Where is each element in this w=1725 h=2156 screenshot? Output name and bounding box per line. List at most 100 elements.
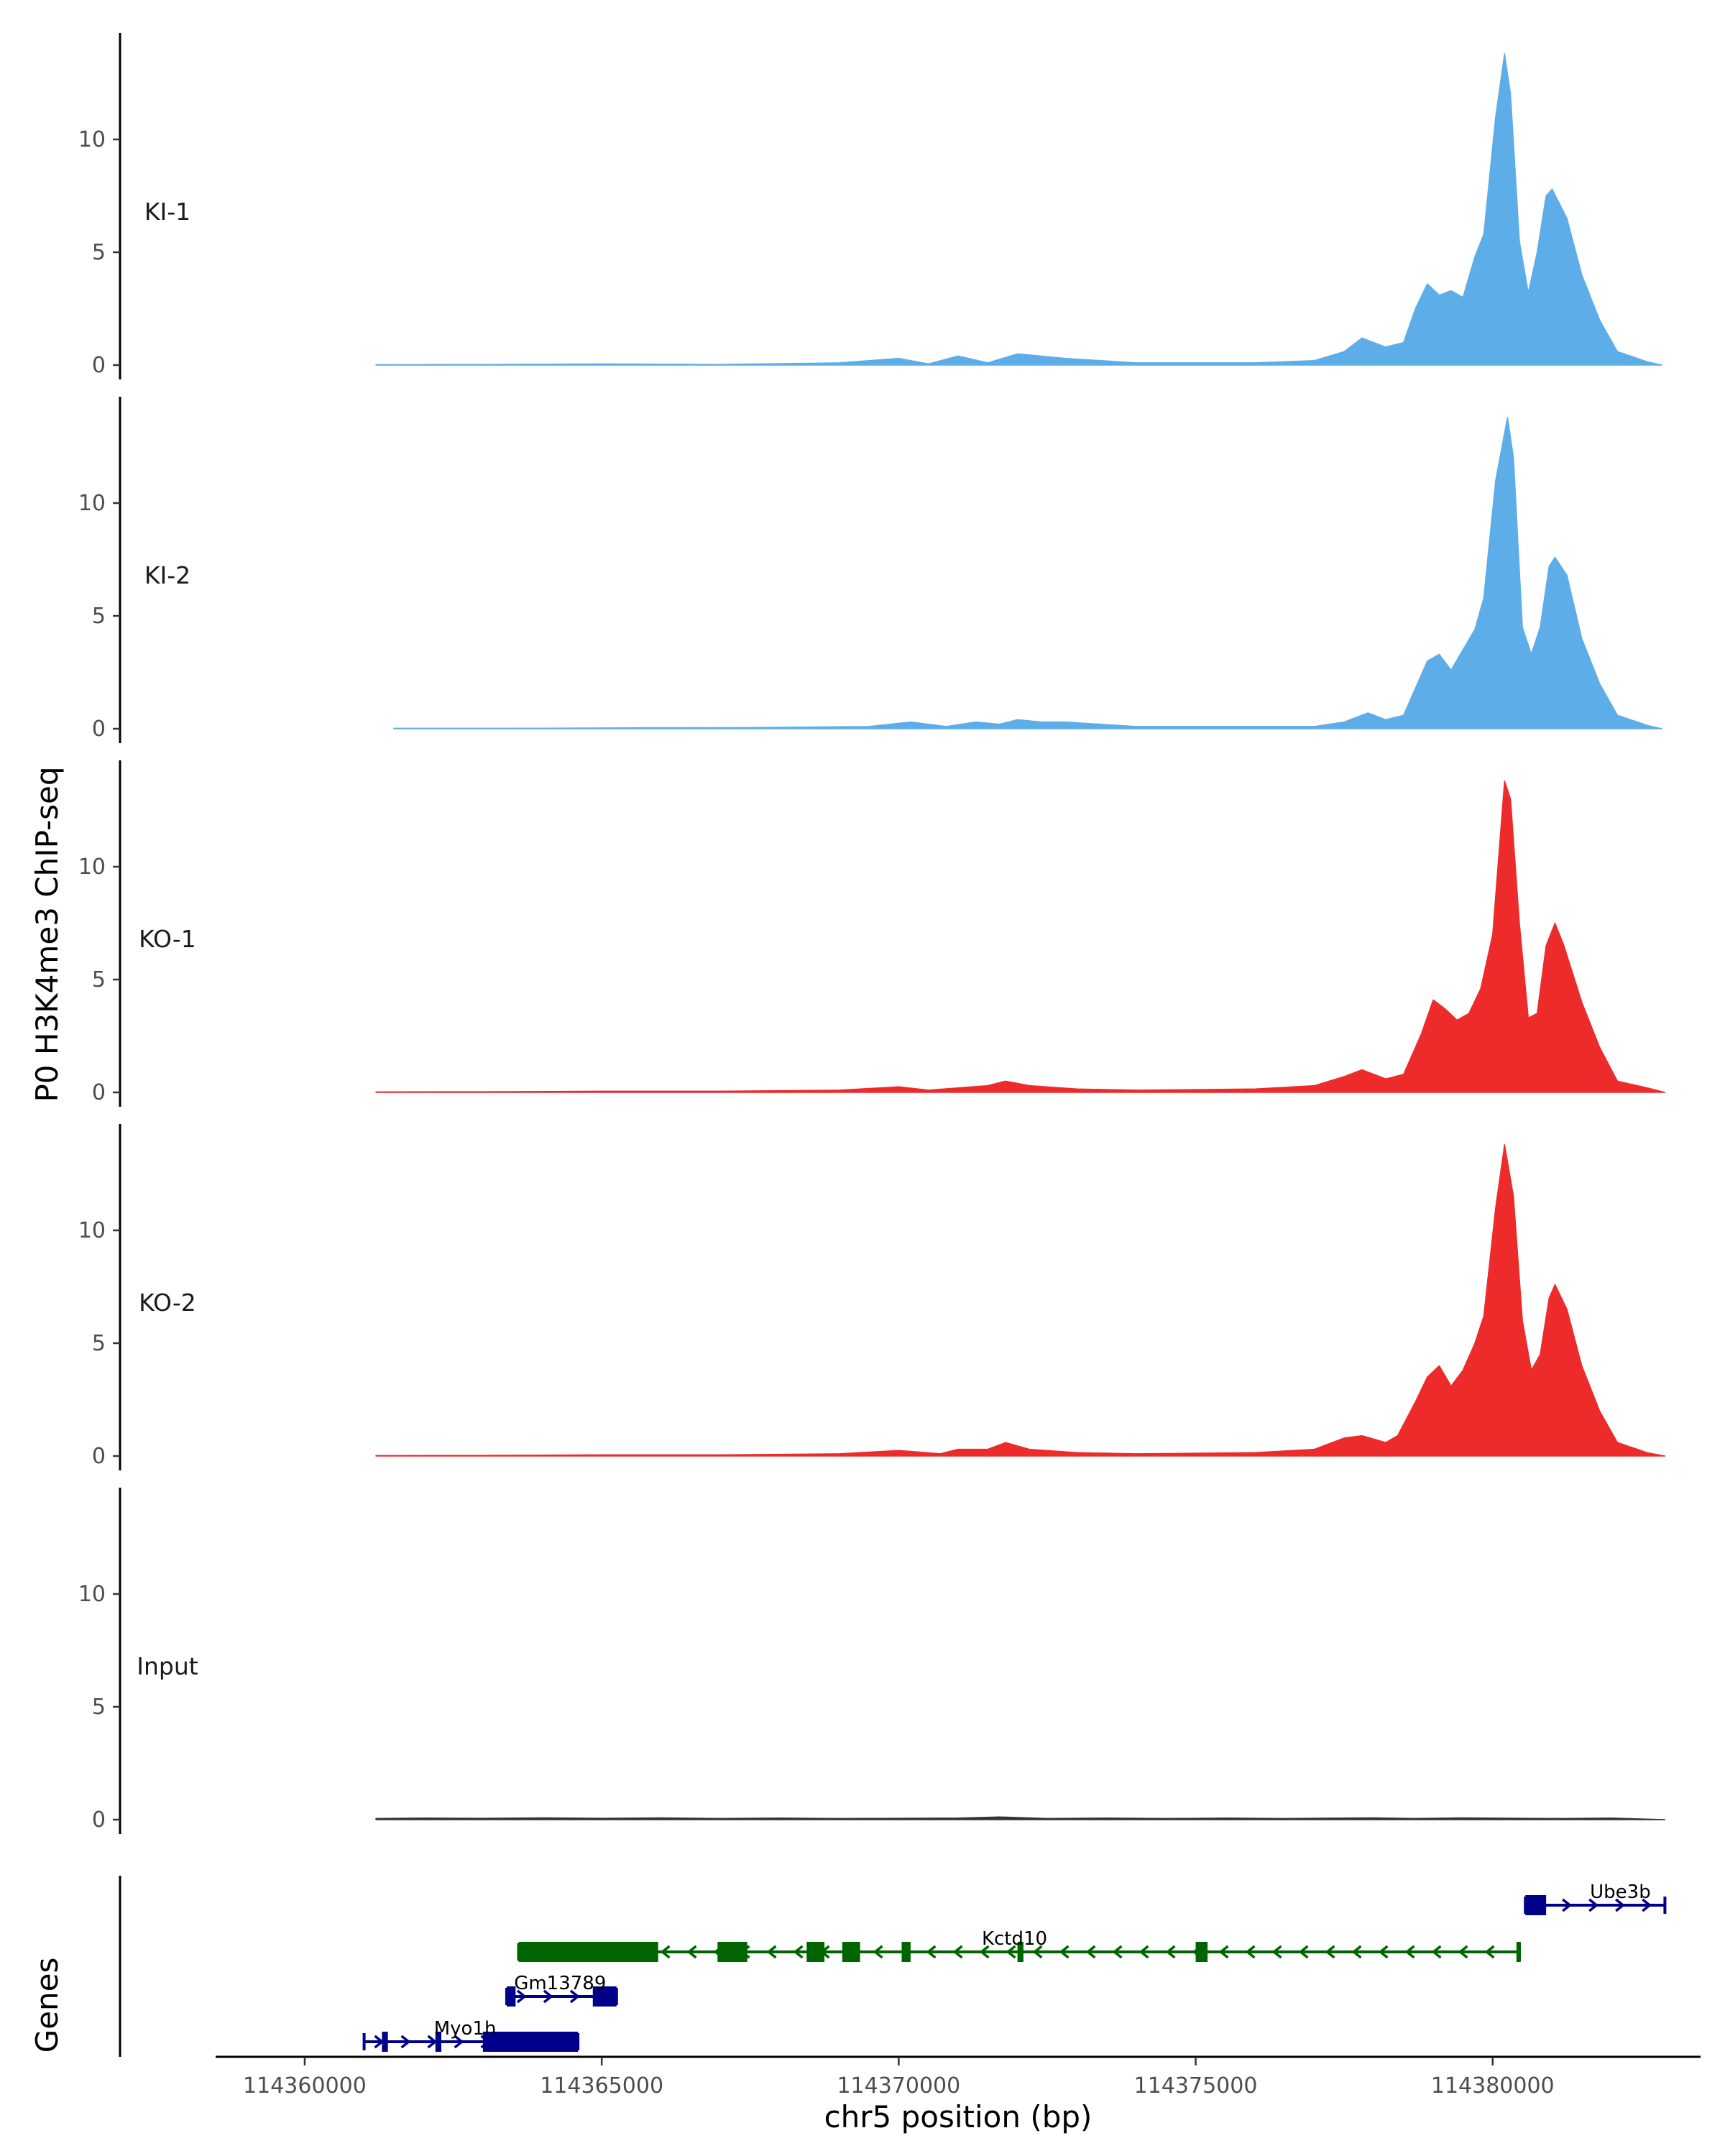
gene-label: Gm13789 [514, 1973, 606, 1994]
strand-arrow [454, 2035, 464, 2049]
x-tick-label: 114370000 [837, 2073, 960, 2099]
exon [901, 1942, 911, 1962]
strand-arrow [1378, 1945, 1389, 1959]
y-tick-label: 0 [92, 353, 106, 378]
strand-arrow [1458, 1945, 1468, 1959]
track-ko-1: 0 5 10 KO-1 [78, 760, 1666, 1107]
y-tick-label: 0 [92, 1444, 106, 1469]
exon [842, 1942, 860, 1962]
y-tick-label: 0 [92, 1807, 106, 1833]
gene-label: Ube3b [1590, 1881, 1651, 1903]
strand-arrow [1165, 1945, 1176, 1959]
exon [717, 1942, 748, 1962]
strand-arrow [400, 2035, 411, 2049]
strand-arrow [1404, 1945, 1415, 1959]
y-tick-label: 10 [78, 1218, 106, 1243]
coverage-area [375, 1143, 1666, 1457]
y-tick-label: 0 [92, 1080, 106, 1105]
exon [806, 1942, 825, 1962]
exon [506, 1986, 516, 2007]
strand-arrow [1615, 1898, 1626, 1912]
y-axis-title: P0 H3K4me3 ChIP-seq [29, 766, 65, 1102]
y-tick-label: 10 [78, 1582, 106, 1607]
track-input: 0 5 10 Input [78, 1488, 1666, 1834]
strand-arrow [873, 1945, 883, 1959]
coverage-area [375, 52, 1663, 366]
x-axis: 114360000 114365000 114370000 114375000 1143… [216, 2055, 1701, 2099]
y-tick-label: 10 [78, 127, 106, 152]
track-label: KI-1 [144, 198, 190, 226]
exon [1516, 1942, 1521, 1962]
x-tick-label: 114375000 [1134, 2073, 1258, 2099]
track-ki-1: 0 5 10 KI-1 [78, 33, 1663, 379]
y-tick-label: 0 [92, 717, 106, 742]
strand-arrow [660, 1945, 671, 1959]
track-ki-2: 0 5 10 KI-2 [78, 397, 1663, 743]
y-tick-label: 5 [92, 240, 106, 265]
y-tick-label: 10 [78, 854, 106, 880]
exon [435, 2032, 442, 2052]
strand-arrow [1588, 1898, 1599, 1912]
y-tick-label: 5 [92, 604, 106, 629]
gene-annotation-panel: Ube3b Kctd10 Gm13789 Myo1h [119, 1876, 1667, 2057]
strand-arrow [979, 1945, 990, 1959]
strand-arrow [1484, 1945, 1495, 1959]
exon [482, 2032, 579, 2052]
y-tick-label: 5 [92, 1331, 106, 1356]
strand-arrow [1112, 1945, 1123, 1959]
strand-arrow [1271, 1945, 1282, 1959]
strand-arrow [1562, 1898, 1573, 1912]
strand-arrow [766, 1945, 777, 1959]
gene-gm13789: Gm13789 [505, 1973, 618, 2007]
track-label: KO-1 [139, 925, 196, 953]
strand-arrow [952, 1945, 963, 1959]
gene-myo1h: Myo1h [362, 2018, 580, 2052]
strand-arrow [569, 1989, 580, 2004]
strand-arrow [516, 1989, 527, 2004]
exon [518, 1942, 658, 1962]
strand-arrow [1431, 1945, 1442, 1959]
x-tick-label: 114380000 [1431, 2073, 1555, 2099]
y-tick-label: 10 [78, 491, 106, 516]
x-axis-title: chr5 position (bp) [824, 2099, 1092, 2134]
strand-arrow [1059, 1945, 1070, 1959]
coverage-area [375, 780, 1666, 1093]
coverage-tracks: 0 5 10 KI-1 0 5 10 KI-2 0 5 10 KO-1 0 5 10 KO-2 0 5 10 Inpu… [78, 33, 1666, 1834]
strand-arrow [793, 1945, 804, 1959]
gene-label: Myo1h [434, 2018, 497, 2040]
exon [1195, 1942, 1208, 1962]
gene-label: Kctd10 [982, 1928, 1047, 1950]
track-label: KO-2 [139, 1289, 196, 1317]
coverage-area [393, 416, 1663, 729]
gene-ube3b: Ube3b [1524, 1881, 1667, 1915]
y-tick-label: 5 [92, 1695, 106, 1720]
x-tick-label: 114365000 [540, 2073, 663, 2099]
strand-arrow [926, 1945, 937, 1959]
strand-arrow [1298, 1945, 1309, 1959]
exon [382, 2032, 388, 2052]
strand-arrow [1245, 1945, 1256, 1959]
strand-arrow [1325, 1945, 1335, 1959]
strand-arrow [1351, 1945, 1362, 1959]
x-tick-label: 114360000 [243, 2073, 367, 2099]
gene-kctd10: Kctd10 [517, 1928, 1521, 1962]
y-tick-label: 5 [92, 967, 106, 992]
strand-arrow [1218, 1945, 1229, 1959]
strand-arrow [1006, 1945, 1016, 1959]
exon [592, 1986, 617, 2007]
strand-arrow [1642, 1898, 1652, 1912]
track-ko-2: 0 5 10 KO-2 [78, 1124, 1666, 1470]
strand-arrow [1032, 1945, 1043, 1959]
gene-panel-title: Genes [29, 1958, 65, 2053]
track-label: Input [137, 1652, 198, 1680]
exon [1017, 1942, 1024, 1962]
strand-arrow [686, 1945, 697, 1959]
coverage-area [375, 1816, 1666, 1820]
strand-arrow [1138, 1945, 1149, 1959]
track-label: KI-2 [144, 561, 190, 589]
strand-arrow [1085, 1945, 1096, 1959]
strand-arrow [543, 1989, 553, 2004]
strand-arrow [427, 2035, 438, 2049]
exon [1525, 1895, 1547, 1915]
